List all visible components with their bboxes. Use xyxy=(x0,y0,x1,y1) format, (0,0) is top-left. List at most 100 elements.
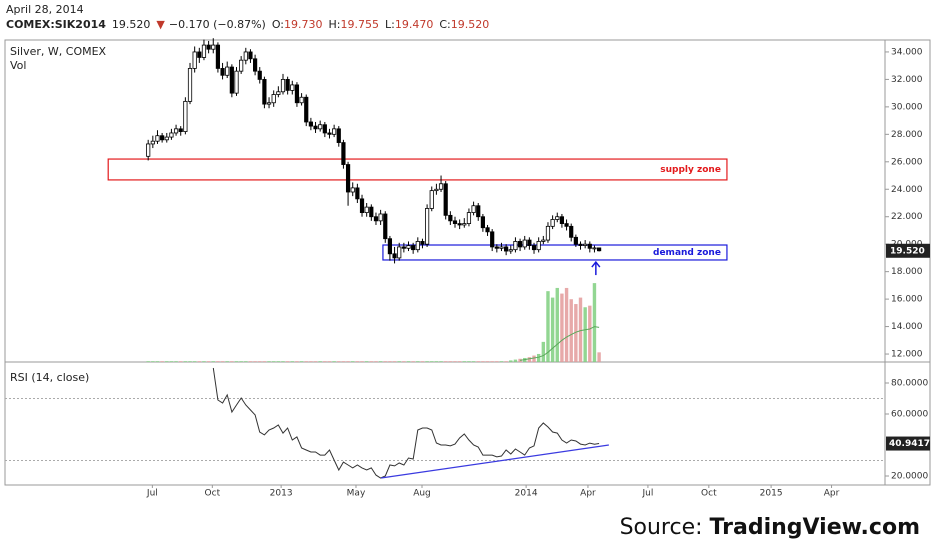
volume-bar xyxy=(564,287,569,362)
candle-body xyxy=(234,70,239,94)
volume-bar xyxy=(513,359,518,362)
candle-body xyxy=(517,241,523,248)
candle-body xyxy=(355,187,360,200)
candle-body xyxy=(290,84,295,91)
candle-body xyxy=(318,124,323,130)
volume-bar xyxy=(476,361,480,362)
candle-body xyxy=(146,143,151,157)
volume-bar xyxy=(179,361,183,362)
candle-body xyxy=(248,51,253,60)
y-tick-label: 32.000 xyxy=(891,75,923,85)
candle-body xyxy=(294,84,300,104)
volume-bar xyxy=(267,361,271,362)
ohlc-value: 19.520 xyxy=(451,18,490,31)
candle-body xyxy=(173,128,179,134)
candle-body xyxy=(392,253,397,259)
y-tick-label: 16.000 xyxy=(891,295,923,305)
arrow-head xyxy=(591,260,601,268)
volume-bar xyxy=(574,304,578,362)
volume-bar xyxy=(146,361,150,362)
volume-bar xyxy=(374,361,378,362)
candle-body xyxy=(155,135,160,142)
candle-body xyxy=(508,249,513,252)
volume-bar xyxy=(202,361,206,362)
candle-body xyxy=(466,212,472,224)
volume-bar xyxy=(318,361,322,362)
volume-bar xyxy=(155,361,160,362)
symbol: COMEX:SIK2014 xyxy=(6,18,106,31)
candle-body xyxy=(555,216,560,220)
volume-bar xyxy=(430,361,434,362)
candle-body xyxy=(239,59,244,72)
zone-label: demand zone xyxy=(653,248,721,258)
date: April 28, 2014 xyxy=(6,3,84,16)
rsi-tick-label: 80.0000 xyxy=(891,378,928,388)
candle-body xyxy=(341,142,346,165)
volume-bar xyxy=(569,299,573,362)
x-tick-label: 2013 xyxy=(270,489,293,499)
source-name: TradingView.com xyxy=(710,515,920,540)
candle-body xyxy=(308,121,313,127)
volume-bar xyxy=(453,361,457,362)
volume-bar xyxy=(555,287,559,362)
source-prefix: Source: xyxy=(620,515,703,540)
candle-body xyxy=(299,96,304,104)
volume-bar xyxy=(369,361,374,362)
volume-bar xyxy=(295,361,299,362)
rsi-tick-label: 20.0000 xyxy=(891,472,928,482)
candle-body xyxy=(243,51,248,61)
price-label-box xyxy=(886,243,930,258)
volume-bar xyxy=(490,361,494,362)
rsi-tick-label: 60.0000 xyxy=(891,410,928,420)
rsi-trendline xyxy=(380,444,609,479)
candle-body xyxy=(583,243,588,246)
volume-bar xyxy=(360,361,364,362)
candle-body xyxy=(350,187,355,193)
volume-bar xyxy=(378,361,383,362)
volume-bar xyxy=(234,361,239,362)
candle-body xyxy=(178,128,183,132)
volume-bar xyxy=(225,361,229,362)
volume-bar xyxy=(174,361,178,362)
volume-bar xyxy=(499,361,504,362)
volume-bar xyxy=(183,361,188,362)
volume-bar xyxy=(216,361,220,362)
volume-bar xyxy=(518,358,522,362)
candle-body xyxy=(192,51,197,69)
ohlc-key: L: xyxy=(385,18,395,31)
volume-bar xyxy=(462,361,466,362)
volume-bar xyxy=(457,361,462,362)
candle-body xyxy=(164,136,169,141)
volume-bar xyxy=(341,361,346,362)
candle-body xyxy=(485,227,490,233)
ohlc-key: H: xyxy=(329,18,341,31)
candle-body xyxy=(253,58,258,72)
x-tick-label: Oct xyxy=(205,489,221,499)
volume-bar xyxy=(532,355,536,362)
candle-body xyxy=(327,132,332,135)
candle-body xyxy=(336,128,341,143)
ohlc-key: O: xyxy=(272,18,284,31)
candle-body xyxy=(513,241,518,251)
volume-bar xyxy=(188,361,192,362)
volume-bar xyxy=(253,361,257,362)
volume-bar xyxy=(509,360,513,362)
candle-body xyxy=(578,243,583,246)
volume-bar xyxy=(211,361,215,362)
volume-label: Vol xyxy=(10,59,26,72)
x-tick-label: Apr xyxy=(824,489,840,499)
candle-body xyxy=(378,213,383,222)
candle-body xyxy=(527,239,532,246)
x-tick-label: Apr xyxy=(580,489,596,499)
volume-bar xyxy=(151,361,155,362)
volume-bar xyxy=(220,361,225,362)
candle-body xyxy=(313,125,318,130)
candle-body xyxy=(332,128,337,135)
candle-body xyxy=(452,220,458,224)
candle-body xyxy=(183,100,188,132)
candle-body xyxy=(276,91,281,95)
volume-bar xyxy=(169,361,174,362)
candle-body xyxy=(369,206,374,218)
candle-body xyxy=(150,140,155,145)
volume-bar xyxy=(248,361,253,362)
